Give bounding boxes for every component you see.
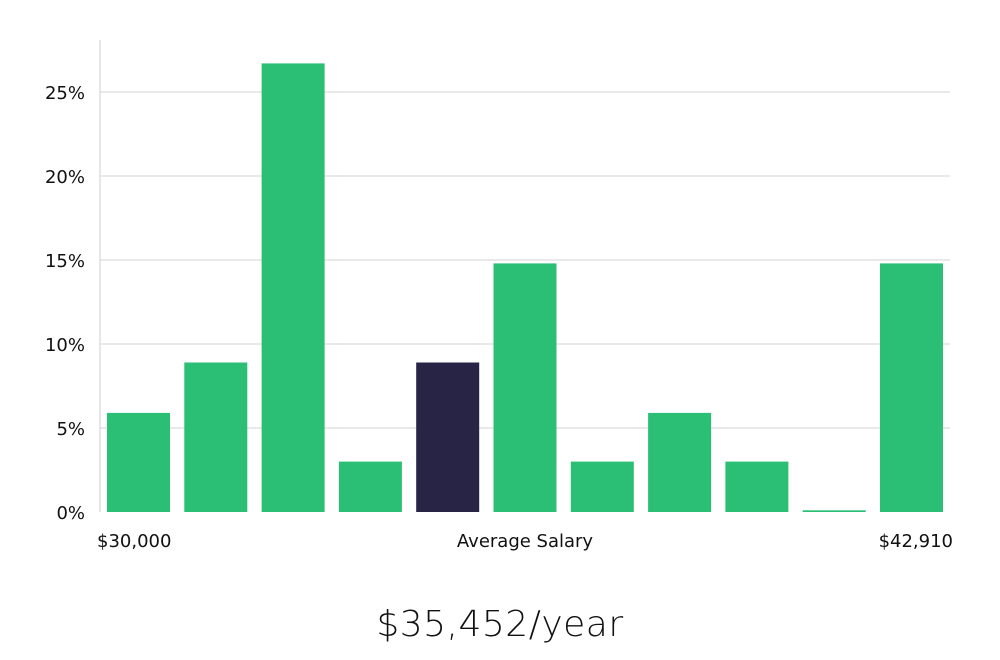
average-salary-value: $35,452/year <box>376 604 624 645</box>
y-tick-label: 5% <box>56 419 85 440</box>
x-label-max: $42,910 <box>879 531 953 552</box>
y-tick-label: 25% <box>45 83 85 104</box>
bar <box>880 263 943 512</box>
bar <box>107 412 170 512</box>
y-tick-label: 10% <box>45 335 85 356</box>
bar <box>802 510 866 512</box>
bars <box>107 63 943 513</box>
y-tick-label: 20% <box>45 167 85 188</box>
y-tick-label: 15% <box>45 251 85 272</box>
bar <box>493 263 557 512</box>
y-tick-label: 0% <box>56 503 85 524</box>
bar <box>338 461 402 512</box>
bar <box>570 461 634 512</box>
bar <box>184 362 248 512</box>
grid-lines <box>100 91 950 429</box>
bar <box>648 412 712 512</box>
x-label-center: Average Salary <box>457 531 594 552</box>
bar <box>261 63 325 513</box>
highlighted-bar <box>416 362 480 512</box>
x-label-min: $30,000 <box>97 531 171 552</box>
bar <box>725 461 789 512</box>
salary-distribution-chart: 0%5%10%15%20%25% $30,000 Average Salary … <box>45 40 953 552</box>
y-tick-labels: 0% 5% 10% 15% 20% 25% <box>45 83 85 524</box>
